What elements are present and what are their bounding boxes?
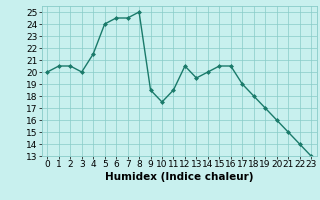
X-axis label: Humidex (Indice chaleur): Humidex (Indice chaleur) xyxy=(105,172,253,182)
